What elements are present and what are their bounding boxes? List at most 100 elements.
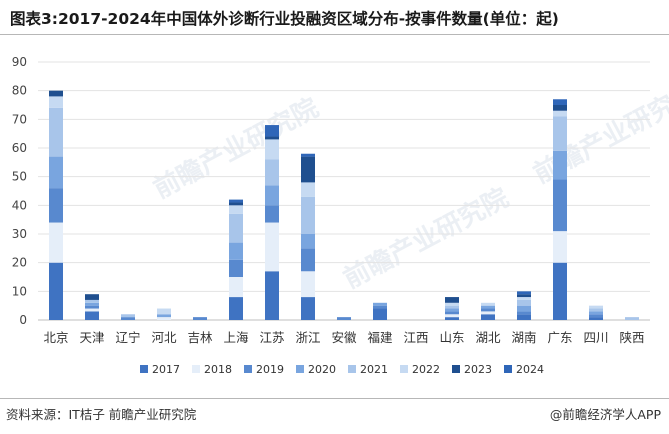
bar-segment bbox=[301, 234, 315, 249]
y-tick-label: 10 bbox=[12, 284, 27, 298]
bar-segment bbox=[49, 107, 63, 157]
legend-label: 2017 bbox=[152, 363, 180, 376]
bar-segment bbox=[265, 125, 279, 137]
x-tick-label: 辽宁 bbox=[115, 330, 140, 345]
y-tick-label: 60 bbox=[12, 141, 27, 155]
legend-swatch bbox=[400, 365, 408, 373]
bar-segment bbox=[445, 314, 459, 318]
bar-segment bbox=[157, 317, 171, 320]
bar-segment bbox=[265, 271, 279, 320]
bar-segment bbox=[85, 299, 99, 303]
bar-segment bbox=[445, 305, 459, 309]
bar-segment bbox=[229, 202, 243, 206]
bar-segment bbox=[229, 205, 243, 214]
y-tick-label: 40 bbox=[12, 198, 27, 212]
bar-segment bbox=[553, 99, 567, 105]
bar-segment bbox=[301, 153, 315, 157]
bar-segment bbox=[373, 308, 387, 320]
bar-segment bbox=[49, 222, 63, 263]
bar-segment bbox=[229, 277, 243, 298]
bar-segment bbox=[589, 314, 603, 318]
x-tick-label: 北京 bbox=[43, 330, 68, 345]
bar-segment bbox=[553, 116, 567, 151]
x-tick-label: 广东 bbox=[547, 330, 572, 345]
y-tick-label: 0 bbox=[19, 313, 27, 327]
legend-swatch bbox=[348, 365, 356, 373]
bar-segment bbox=[301, 156, 315, 183]
bar-segment bbox=[265, 205, 279, 223]
bar-segment bbox=[517, 305, 531, 312]
bar-segment bbox=[49, 90, 63, 97]
bar-segment bbox=[301, 196, 315, 234]
bar-segment bbox=[265, 185, 279, 206]
legend-label: 2020 bbox=[308, 363, 336, 376]
x-tick-label: 安徽 bbox=[331, 330, 357, 345]
bar-segment bbox=[85, 302, 99, 306]
bar-segment bbox=[301, 271, 315, 298]
x-tick-label: 上海 bbox=[223, 330, 249, 345]
chart-title: 图表3:2017-2024年中国体外诊断行业投融资区域分布-按事件数量(单位：起… bbox=[10, 10, 559, 28]
x-tick-label: 江西 bbox=[403, 330, 428, 345]
legend-label: 2022 bbox=[412, 363, 440, 376]
legend-swatch bbox=[140, 365, 148, 373]
x-tick-label: 湖北 bbox=[475, 330, 501, 345]
legend-swatch bbox=[244, 365, 252, 373]
bar-segment bbox=[553, 231, 567, 263]
y-tick-label: 30 bbox=[12, 227, 27, 241]
bar-segment bbox=[265, 222, 279, 272]
legend-label: 2023 bbox=[464, 363, 492, 376]
bar-segment bbox=[517, 297, 531, 300]
bar-segment bbox=[265, 136, 279, 140]
watermark-text: 前瞻产业研究院 bbox=[528, 77, 669, 190]
x-tick-label: 河北 bbox=[151, 330, 177, 345]
bar-segment bbox=[265, 139, 279, 160]
x-tick-label: 四川 bbox=[583, 330, 608, 345]
y-tick-label: 80 bbox=[12, 84, 27, 98]
bar-segment bbox=[265, 159, 279, 186]
bar-segment bbox=[373, 302, 387, 306]
y-tick-label: 70 bbox=[12, 112, 27, 126]
bar-segment bbox=[553, 179, 567, 232]
bar-segment bbox=[157, 314, 171, 318]
bar-segment bbox=[517, 299, 531, 306]
y-tick-label: 50 bbox=[12, 170, 27, 184]
bar-segment bbox=[553, 150, 567, 180]
bar-segment bbox=[589, 311, 603, 315]
stacked-bar-chart: 前瞻产业研究院前瞻产业研究院前瞻产业研究院0102030405060708090… bbox=[12, 55, 669, 376]
x-tick-label: 湖南 bbox=[511, 330, 536, 345]
bar-segment bbox=[121, 317, 135, 320]
bar-segment bbox=[229, 213, 243, 243]
bar-segment bbox=[193, 317, 207, 320]
bar-segment bbox=[445, 302, 459, 306]
legend-label: 2018 bbox=[204, 363, 232, 376]
x-tick-label: 陕西 bbox=[619, 330, 644, 345]
bar-segment bbox=[229, 259, 243, 277]
title-divider bbox=[0, 34, 669, 35]
bar-segment bbox=[229, 297, 243, 320]
watermark-text: 前瞻产业研究院 bbox=[338, 182, 513, 295]
legend-swatch bbox=[192, 365, 200, 373]
x-tick-label: 山东 bbox=[439, 330, 464, 345]
bar-segment bbox=[85, 294, 99, 300]
bar-segment bbox=[517, 314, 531, 320]
legend-label: 2019 bbox=[256, 363, 284, 376]
bar-segment bbox=[121, 314, 135, 318]
bar-segment bbox=[49, 262, 63, 320]
y-tick-label: 20 bbox=[12, 256, 27, 270]
bar-segment bbox=[481, 311, 495, 315]
bar-segment bbox=[481, 314, 495, 320]
bar-segment bbox=[229, 199, 243, 203]
bar-segment bbox=[481, 305, 495, 309]
bar-segment bbox=[553, 262, 567, 320]
legend-swatch bbox=[504, 365, 512, 373]
bar-segment bbox=[625, 317, 639, 320]
legend-label: 2024 bbox=[516, 363, 544, 376]
bar-segment bbox=[85, 308, 99, 312]
x-tick-label: 福建 bbox=[367, 330, 393, 345]
legend-swatch bbox=[296, 365, 304, 373]
bar-segment bbox=[49, 156, 63, 189]
y-tick-label: 90 bbox=[12, 55, 27, 69]
bar-segment bbox=[589, 317, 603, 320]
bar-segment bbox=[301, 297, 315, 320]
bar-segment bbox=[517, 291, 531, 295]
